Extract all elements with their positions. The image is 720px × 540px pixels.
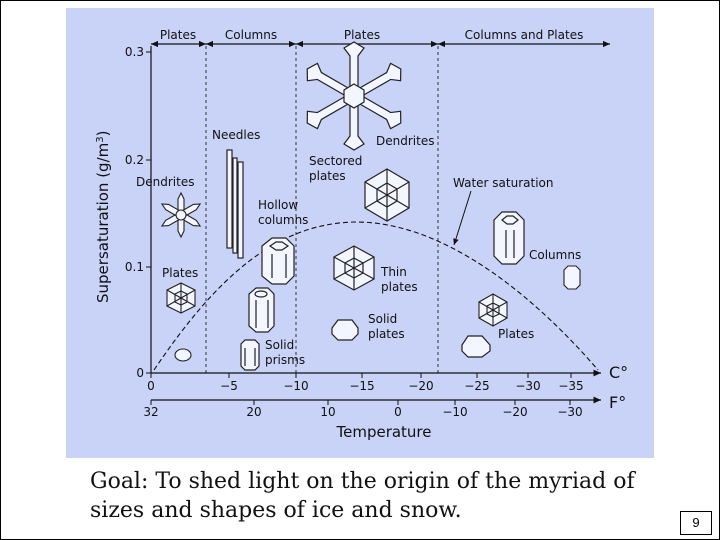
label-water-saturation: Water saturation <box>453 176 553 190</box>
label-solid-prisms-1: Solid <box>265 338 294 352</box>
celsius-unit: C° <box>609 363 628 382</box>
y-tick-0-2: 0.2 <box>125 153 144 167</box>
crystal-large-dendrite <box>306 41 402 151</box>
crystal-hollow-column <box>261 237 295 285</box>
c-tick-0: 0 <box>147 379 155 393</box>
diagram-canvas: Plates Columns Plates Columns and Plates… <box>94 28 628 441</box>
label-needles: Needles <box>212 128 260 142</box>
crystal-tiny-plate <box>174 348 192 362</box>
region-label-columns: Columns <box>225 28 277 42</box>
f-tick-minus-30: −30 <box>557 405 582 419</box>
f-tick-32: 32 <box>143 405 158 419</box>
c-tick-30: −30 <box>515 379 540 393</box>
c-tick-35: −35 <box>558 379 583 393</box>
c-tick-15: −15 <box>349 379 374 393</box>
crystal-solid-plate-right <box>461 335 491 358</box>
fahrenheit-unit: F° <box>609 393 626 412</box>
label-thin-plates-1: Thin <box>380 265 407 279</box>
fahrenheit-axis: 32 20 10 0 −10 −20 −30 F° Temperature <box>143 393 626 441</box>
f-tick-10: 10 <box>320 405 335 419</box>
crystal-column-right <box>493 211 525 265</box>
caption-line-1: Goal: To shed light on the origin of the… <box>90 469 635 494</box>
label-hollow-columns-2: columns <box>258 213 308 227</box>
label-solid-plates-2: plates <box>368 327 405 341</box>
label-dendrites-left: Dendrites <box>136 175 194 189</box>
water-saturation-pointer <box>453 190 472 246</box>
y-tick-0: 0 <box>136 366 144 380</box>
crystal-plate-right <box>478 293 508 327</box>
label-thin-plates-2: plates <box>381 280 418 294</box>
page-number: 9 <box>680 511 712 535</box>
label-solid-prisms-2: prisms <box>265 353 305 367</box>
y-axis: 0.3 0.2 0.1 0 Supersaturation (g/m3) <box>94 45 152 380</box>
snow-crystal-morphology-diagram: Plates Columns Plates Columns and Plates… <box>66 8 654 458</box>
water-saturation-curve <box>153 221 599 371</box>
c-tick-10: −10 <box>283 379 308 393</box>
label-solid-plates-1: Solid <box>368 312 397 326</box>
region-boundaries <box>205 46 439 373</box>
region-headers: Plates Columns Plates Columns and Plates <box>151 28 610 48</box>
x-axis-label: Temperature <box>335 423 431 441</box>
f-tick-0: 0 <box>394 405 402 419</box>
crystal-needles <box>226 149 244 259</box>
f-tick-minus-20: −20 <box>502 405 527 419</box>
region-label-columns-and-plates: Columns and Plates <box>465 28 584 42</box>
label-sectored-plates-2: plates <box>309 169 346 183</box>
f-tick-20: 20 <box>246 405 261 419</box>
crystal-thin-plate <box>333 245 375 291</box>
crystal-small-dendrite <box>160 191 202 239</box>
label-plates-right: Plates <box>498 327 534 341</box>
c-tick-20: −20 <box>408 379 433 393</box>
c-tick-25: −25 <box>464 379 489 393</box>
y-axis-label: Supersaturation (g/m3) <box>94 131 112 303</box>
slide-caption: Goal: To shed light on the origin of the… <box>90 467 660 525</box>
y-tick-0-3: 0.3 <box>125 45 144 59</box>
caption-line-2: sizes and shapes of ice and snow. <box>90 498 462 523</box>
celsius-axis: 0 −5 −10 −15 −20 −25 −30 −35 C° <box>147 363 628 393</box>
crystal-hollow-prism <box>248 287 275 333</box>
crystal-sectored-plate <box>364 168 410 222</box>
label-sectored-plates-1: Sectored <box>309 154 362 168</box>
label-plates-left: Plates <box>162 266 198 280</box>
label-dendrites-top: Dendrites <box>376 134 434 148</box>
crystal-plate-left <box>166 282 196 314</box>
region-label-plates-2: Plates <box>344 28 380 42</box>
f-tick-minus-10: −10 <box>442 405 467 419</box>
crystal-solid-prism <box>240 339 260 371</box>
crystal-small-column-right <box>563 265 581 290</box>
y-tick-0-1: 0.1 <box>125 260 144 274</box>
region-label-plates-1: Plates <box>160 28 196 42</box>
label-hollow-columns-1: Hollow <box>258 198 298 212</box>
label-columns-right: Columns <box>529 248 581 262</box>
c-tick-5: −5 <box>220 379 238 393</box>
crystal-solid-plate <box>331 319 359 341</box>
